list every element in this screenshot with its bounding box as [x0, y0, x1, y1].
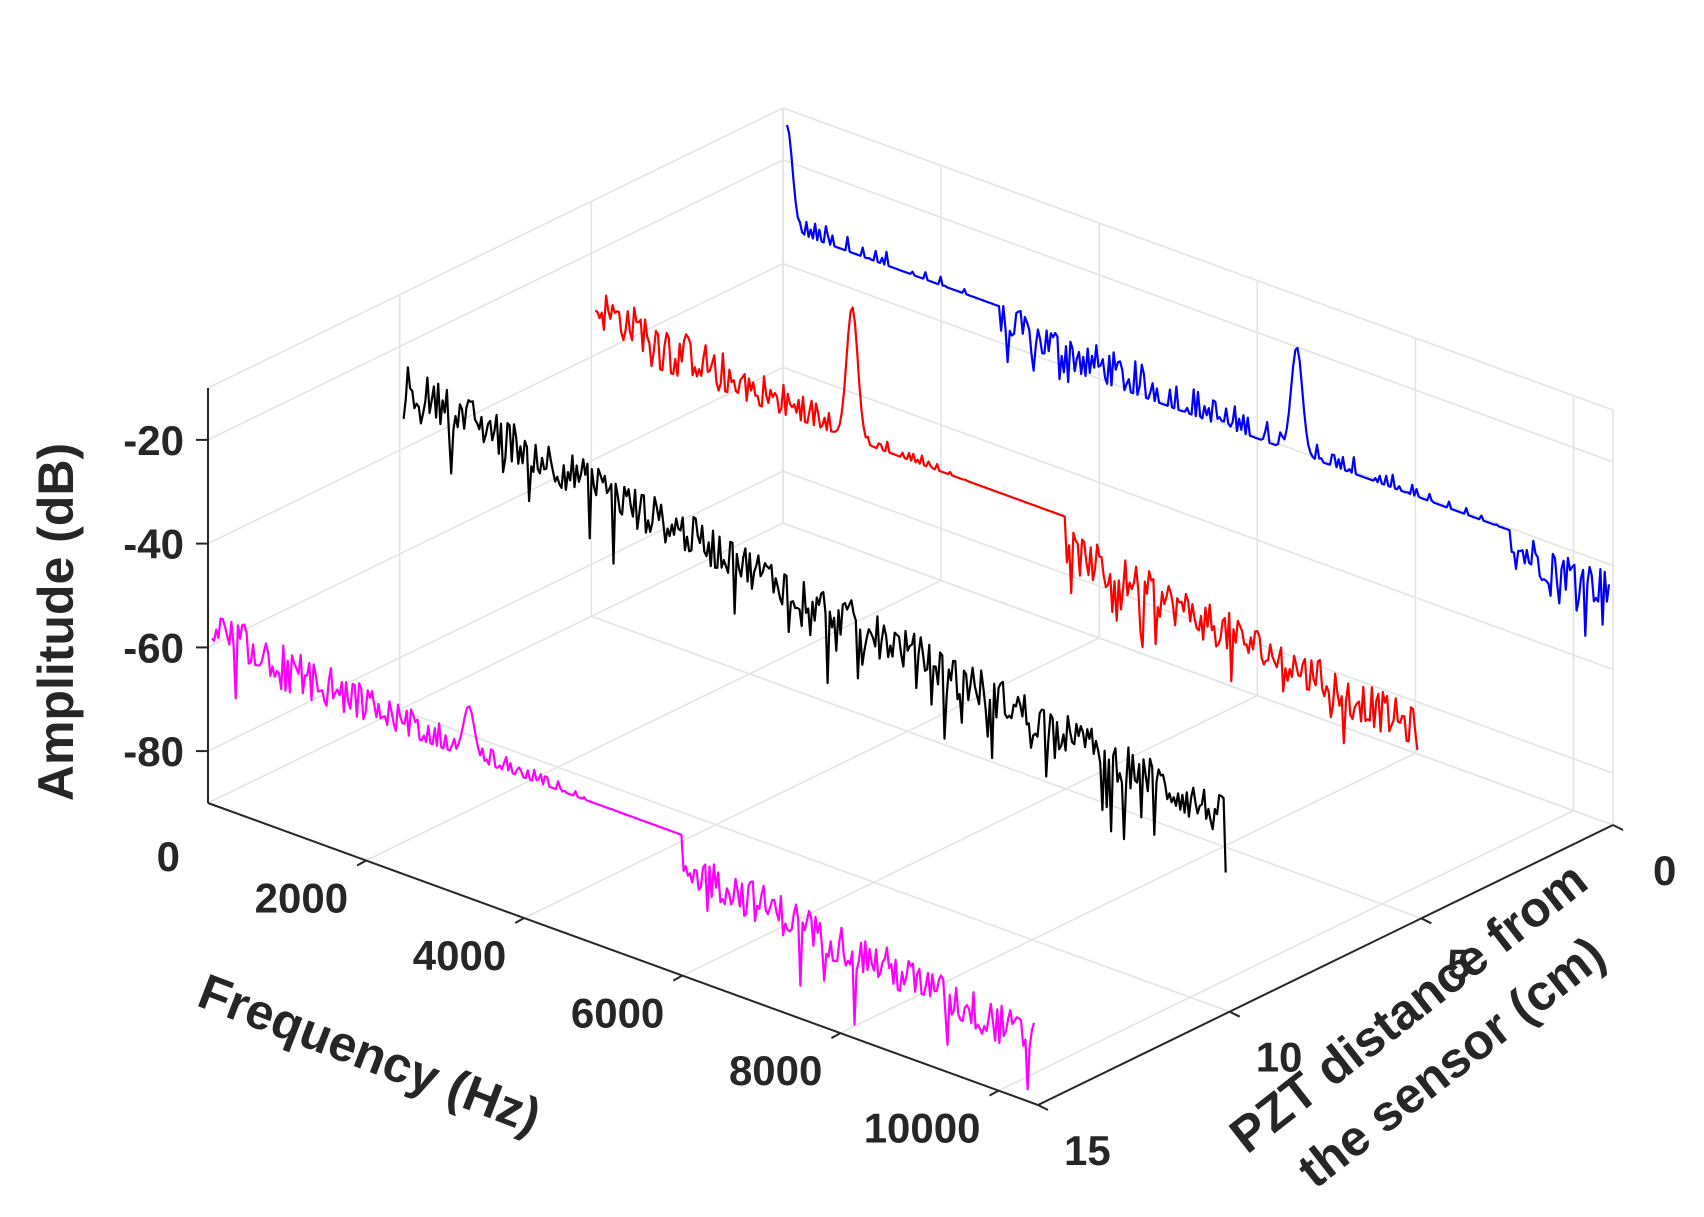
- z-tick-label-2: -60: [123, 624, 184, 671]
- grid-left-horizontal-3: [207, 470, 784, 752]
- ticks-layer: 2000 4000 6000 8000 10000 0 0 5 10 15 -20 -40 -60 -80: [123, 417, 1676, 1174]
- x-tick-label-2: 6000: [571, 990, 664, 1037]
- box-edge-floor-back: [782, 522, 1614, 826]
- grid-back-horizontal-1: [782, 262, 1614, 567]
- grid-floor-y-2: [399, 708, 1230, 1013]
- grid-floor-x-3: [840, 752, 1416, 1034]
- x-tick-mark-4: [989, 1089, 999, 1097]
- series-line-distance-5: [594, 294, 1419, 751]
- x-tick-mark-2: [672, 974, 683, 982]
- x-axis-line: [207, 802, 1039, 1106]
- grid-floor-x-2: [681, 694, 1258, 977]
- grid-floor-y-1: [591, 615, 1422, 920]
- series-line-distance-10: [402, 366, 1227, 873]
- box-edge-left-top: [207, 107, 784, 389]
- y-tick-label-1: 5: [1447, 940, 1470, 987]
- z-axis-label: Amplitude (dB): [28, 443, 84, 801]
- grid-back-horizontal-2: [782, 366, 1614, 671]
- y-axis-line: [1037, 824, 1614, 1106]
- grid-floor-x-1: [523, 637, 1100, 919]
- y-tick-mark-1: [1420, 917, 1432, 925]
- x-tick-mark-3: [830, 1032, 841, 1039]
- x-tick-label-origin: 0: [157, 833, 180, 880]
- x-axis-label: Frequency (Hz): [191, 963, 548, 1145]
- y-tick-label-2: 10: [1256, 1034, 1303, 1081]
- x-tick-label-0: 2000: [255, 875, 348, 922]
- z-tick-label-3: -80: [123, 728, 184, 775]
- x-tick-label-3: 8000: [729, 1047, 822, 1094]
- grid-floor-x-4: [998, 809, 1574, 1092]
- y-tick-label-0: 0: [1653, 847, 1676, 894]
- z-tick-label-0: -20: [123, 417, 184, 464]
- grid-left-horizontal-2: [207, 366, 784, 649]
- box-edge-floor-left: [207, 522, 784, 804]
- series-layer: [211, 124, 1611, 1091]
- grid-left-horizontal-0: [207, 159, 784, 441]
- grid-back-horizontal-3: [782, 470, 1614, 774]
- y-tick-label-3: 15: [1064, 1127, 1111, 1174]
- grid-back-horizontal-0: [782, 159, 1614, 463]
- x-tick-mark-1: [514, 917, 525, 924]
- grid-floor-x-0: [365, 579, 942, 862]
- series-line-distance-15: [211, 617, 1036, 1091]
- box-edge-back-top: [782, 107, 1614, 411]
- x-tick-label-1: 4000: [413, 932, 506, 979]
- x-tick-label-4: 10000: [864, 1105, 981, 1152]
- x-tick-mark-0: [356, 859, 367, 867]
- y-tick-mark-0: [1612, 824, 1624, 831]
- z-tick-label-1: -40: [123, 521, 184, 568]
- series-line-distance-0: [785, 124, 1611, 637]
- y-tick-mark-3: [1037, 1104, 1049, 1111]
- grid-left-horizontal-1: [207, 262, 784, 545]
- axes-layer: [207, 388, 1614, 1106]
- y-tick-mark-2: [1229, 1010, 1241, 1018]
